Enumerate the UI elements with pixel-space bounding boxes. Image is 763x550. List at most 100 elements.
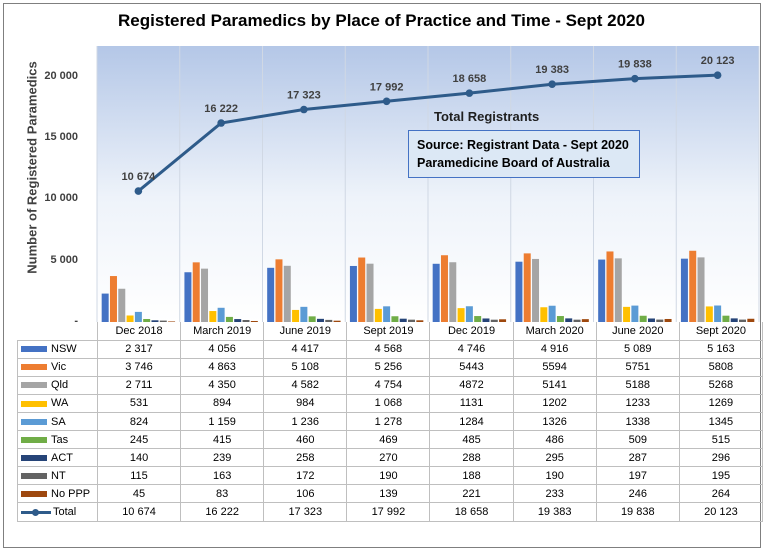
table-cell: 106 bbox=[263, 484, 348, 504]
bar-sa bbox=[714, 305, 722, 322]
legend-swatch bbox=[21, 382, 47, 389]
table-cell: 531 bbox=[96, 393, 182, 413]
table-cell: 258 bbox=[263, 448, 348, 468]
bar-act bbox=[234, 319, 242, 322]
bar-nsw bbox=[680, 258, 688, 322]
category-label: March 2019 bbox=[180, 322, 265, 341]
table-cell: 486 bbox=[512, 430, 597, 450]
table-cell: 246 bbox=[595, 484, 680, 504]
bar-nsw bbox=[349, 265, 357, 322]
total-data-label: 19 838 bbox=[618, 59, 652, 71]
table-cell: 295 bbox=[512, 448, 597, 468]
bar-wa bbox=[457, 308, 465, 322]
table-row: SA 824 1 159 1 236 1 278 1284 1326 1338 1345 bbox=[17, 411, 763, 432]
table-cell: 1 159 bbox=[180, 411, 265, 432]
bar-vic bbox=[275, 259, 283, 322]
bar-nsw bbox=[101, 293, 109, 322]
legend-series-name: ACT bbox=[51, 451, 73, 464]
table-cell: 1 236 bbox=[263, 411, 348, 432]
chart-title: Registered Paramedics by Place of Practi… bbox=[118, 11, 645, 30]
bar-no-ppp bbox=[416, 320, 424, 322]
bar-wa bbox=[705, 306, 713, 322]
legend-swatch bbox=[21, 346, 47, 353]
bar-act bbox=[565, 318, 573, 322]
source-annotation-box: Source: Registrant Data - Sept 2020 Para… bbox=[408, 130, 640, 178]
legend-swatch bbox=[21, 490, 47, 497]
table-row: Qld 2 711 4 350 4 582 4 754 4872 5141 5188 5268 bbox=[17, 375, 763, 395]
bar-wa bbox=[209, 311, 217, 322]
bar-nsw bbox=[598, 259, 606, 322]
legend-key: Qld bbox=[17, 375, 98, 395]
table-cell: 1 068 bbox=[346, 393, 431, 413]
table-cell: 239 bbox=[180, 448, 265, 468]
legend-key: NT bbox=[17, 466, 98, 486]
legend-series-name: Total bbox=[53, 505, 77, 518]
table-row: Vic 3 746 4 863 5 108 5 256 5443 5594 5751 5808 bbox=[17, 357, 763, 377]
bar-qld bbox=[201, 268, 209, 322]
total-data-label: 20 123 bbox=[701, 55, 735, 67]
bar-nt bbox=[408, 319, 416, 322]
table-cell: 1338 bbox=[595, 411, 680, 432]
bar-act bbox=[730, 318, 738, 322]
y-axis-title: Number of Registered Paramedics bbox=[24, 61, 40, 274]
bar-nt bbox=[325, 319, 333, 322]
bar-wa bbox=[292, 309, 300, 322]
table-cell: 460 bbox=[263, 430, 348, 450]
category-label: Dec 2018 bbox=[96, 322, 182, 341]
table-row: Total 10 674 16 222 17 323 17 992 18 658 19 38… bbox=[17, 502, 763, 522]
table-cell: 2 317 bbox=[96, 339, 182, 359]
bar-vic bbox=[440, 255, 448, 322]
table-cell: 20 123 bbox=[678, 502, 763, 522]
legend-key: Vic bbox=[17, 357, 98, 377]
table-cell: 4 350 bbox=[180, 375, 265, 395]
bar-sa bbox=[217, 307, 225, 322]
bar-sa bbox=[134, 311, 142, 322]
y-tick-label: - bbox=[74, 315, 78, 327]
table-cell: 19 838 bbox=[595, 502, 680, 522]
bar-sa bbox=[631, 305, 639, 322]
total-data-label: 10 674 bbox=[122, 171, 157, 183]
table-cell: 5 089 bbox=[595, 339, 680, 359]
total-point bbox=[713, 71, 722, 79]
legend-swatch bbox=[21, 472, 47, 479]
bar-nsw bbox=[267, 267, 275, 322]
table-cell: 515 bbox=[678, 430, 763, 450]
table-cell: 1284 bbox=[429, 411, 514, 432]
legend-swatch bbox=[21, 364, 47, 371]
table-row: NSW 2 317 4 056 4 417 4 568 4 746 4 916 5 089 5 … bbox=[17, 339, 763, 359]
table-cell: 4 746 bbox=[429, 339, 514, 359]
bar-vic bbox=[109, 276, 117, 322]
table-corner bbox=[18, 322, 98, 340]
legend-swatch bbox=[21, 454, 47, 461]
table-cell: 3 746 bbox=[96, 357, 182, 377]
table-cell: 4 568 bbox=[346, 339, 431, 359]
bar-tas bbox=[225, 316, 233, 322]
table-cell: 1233 bbox=[595, 393, 680, 413]
table-cell: 264 bbox=[678, 484, 763, 504]
table-cell: 5 163 bbox=[678, 339, 763, 359]
table-cell: 4 417 bbox=[263, 339, 348, 359]
bar-vic bbox=[689, 250, 697, 322]
table-cell: 245 bbox=[96, 430, 182, 450]
total-data-label: 16 222 bbox=[204, 103, 238, 115]
table-cell: 4 582 bbox=[263, 375, 348, 395]
table-cell: 83 bbox=[180, 484, 265, 504]
bar-vic bbox=[606, 251, 614, 322]
table-cell: 5 108 bbox=[263, 357, 348, 377]
table-cell: 4872 bbox=[429, 375, 514, 395]
legend-series-name: WA bbox=[51, 397, 69, 410]
total-line bbox=[137, 73, 718, 193]
table-cell: 894 bbox=[180, 393, 265, 413]
table-cell: 221 bbox=[429, 484, 514, 504]
table-cell: 4 863 bbox=[180, 357, 265, 377]
table-cell: 1131 bbox=[429, 393, 514, 413]
category-label: Dec 2019 bbox=[429, 322, 514, 341]
legend-series-name: SA bbox=[51, 415, 66, 428]
table-cell: 4 056 bbox=[180, 339, 265, 359]
bar-no-ppp bbox=[333, 320, 341, 322]
table-cell: 5141 bbox=[512, 375, 597, 395]
source-line-1: Source: Registrant Data - Sept 2020 bbox=[417, 138, 629, 152]
total-data-label: 17 992 bbox=[370, 81, 404, 93]
table-row: WA 531 894 984 1 068 1131 1202 1233 1269 bbox=[17, 393, 763, 413]
bar-sa bbox=[383, 306, 391, 322]
